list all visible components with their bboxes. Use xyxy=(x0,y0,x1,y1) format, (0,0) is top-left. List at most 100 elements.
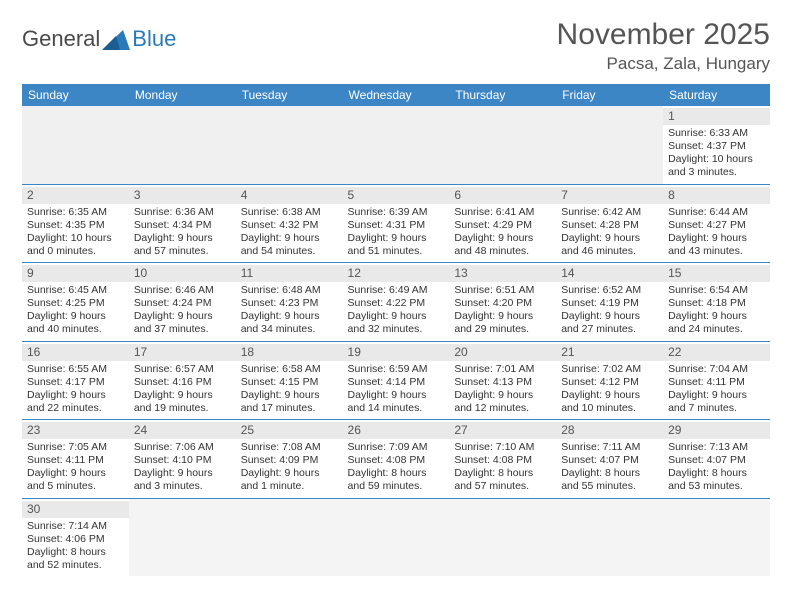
calendar-day-cell xyxy=(449,498,556,576)
day-details: Sunrise: 6:52 AMSunset: 4:19 PMDaylight:… xyxy=(561,284,658,337)
daylight-text: Daylight: 9 hours xyxy=(134,310,231,323)
day-number: 26 xyxy=(343,422,450,439)
sunrise-text: Sunrise: 6:38 AM xyxy=(241,206,338,219)
sunset-text: Sunset: 4:08 PM xyxy=(348,454,445,467)
calendar-day-cell: 23Sunrise: 7:05 AMSunset: 4:11 PMDayligh… xyxy=(22,420,129,499)
page-title: November 2025 xyxy=(557,18,770,52)
sunrise-text: Sunrise: 7:06 AM xyxy=(134,441,231,454)
day-details: Sunrise: 6:41 AMSunset: 4:29 PMDaylight:… xyxy=(454,206,551,259)
daylight-text: Daylight: 9 hours xyxy=(454,232,551,245)
sunset-text: Sunset: 4:07 PM xyxy=(561,454,658,467)
day-number: 29 xyxy=(663,422,770,439)
day-number: 7 xyxy=(556,187,663,204)
sunrise-text: Sunrise: 6:41 AM xyxy=(454,206,551,219)
daylight-text: and 54 minutes. xyxy=(241,245,338,258)
day-details: Sunrise: 7:02 AMSunset: 4:12 PMDaylight:… xyxy=(561,363,658,416)
day-number: 21 xyxy=(556,344,663,361)
day-details: Sunrise: 6:36 AMSunset: 4:34 PMDaylight:… xyxy=(134,206,231,259)
sunset-text: Sunset: 4:09 PM xyxy=(241,454,338,467)
sunrise-text: Sunrise: 7:04 AM xyxy=(668,363,765,376)
calendar-day-cell: 3Sunrise: 6:36 AMSunset: 4:34 PMDaylight… xyxy=(129,184,236,263)
sunset-text: Sunset: 4:14 PM xyxy=(348,376,445,389)
day-number: 6 xyxy=(449,187,556,204)
day-details: Sunrise: 6:35 AMSunset: 4:35 PMDaylight:… xyxy=(27,206,124,259)
location-text: Pacsa, Zala, Hungary xyxy=(557,54,770,74)
title-block: November 2025 Pacsa, Zala, Hungary xyxy=(557,18,770,74)
day-number: 10 xyxy=(129,265,236,282)
calendar-day-cell xyxy=(343,498,450,576)
calendar-day-cell: 25Sunrise: 7:08 AMSunset: 4:09 PMDayligh… xyxy=(236,420,343,499)
daylight-text: and 0 minutes. xyxy=(27,245,124,258)
sunset-text: Sunset: 4:08 PM xyxy=(454,454,551,467)
day-details: Sunrise: 6:59 AMSunset: 4:14 PMDaylight:… xyxy=(348,363,445,416)
daylight-text: Daylight: 9 hours xyxy=(668,232,765,245)
weekday-header: Saturday xyxy=(663,84,770,106)
sunset-text: Sunset: 4:13 PM xyxy=(454,376,551,389)
calendar-day-cell: 26Sunrise: 7:09 AMSunset: 4:08 PMDayligh… xyxy=(343,420,450,499)
sunrise-text: Sunrise: 6:45 AM xyxy=(27,284,124,297)
daylight-text: and 51 minutes. xyxy=(348,245,445,258)
daylight-text: and 3 minutes. xyxy=(668,166,765,179)
daylight-text: and 57 minutes. xyxy=(134,245,231,258)
sunset-text: Sunset: 4:27 PM xyxy=(668,219,765,232)
calendar-day-cell: 6 Sunrise: 6:41 AMSunset: 4:29 PMDaylight… xyxy=(449,184,556,263)
sunrise-text: Sunrise: 6:59 AM xyxy=(348,363,445,376)
daylight-text: and 24 minutes. xyxy=(668,323,765,336)
day-details: Sunrise: 6:51 AMSunset: 4:20 PMDaylight:… xyxy=(454,284,551,337)
sunrise-text: Sunrise: 6:55 AM xyxy=(27,363,124,376)
daylight-text: Daylight: 9 hours xyxy=(241,310,338,323)
daylight-text: Daylight: 8 hours xyxy=(668,467,765,480)
sunset-text: Sunset: 4:11 PM xyxy=(668,376,765,389)
weekday-header: Sunday xyxy=(22,84,129,106)
daylight-text: Daylight: 8 hours xyxy=(561,467,658,480)
day-details: Sunrise: 7:11 AMSunset: 4:07 PMDaylight:… xyxy=(561,441,658,494)
calendar-day-cell: 14Sunrise: 6:52 AMSunset: 4:19 PMDayligh… xyxy=(556,263,663,342)
daylight-text: and 40 minutes. xyxy=(27,323,124,336)
daylight-text: Daylight: 9 hours xyxy=(561,389,658,402)
daylight-text: and 53 minutes. xyxy=(668,480,765,493)
daylight-text: Daylight: 10 hours xyxy=(27,232,124,245)
day-number: 20 xyxy=(449,344,556,361)
day-number: 12 xyxy=(343,265,450,282)
calendar-week-row: 23Sunrise: 7:05 AMSunset: 4:11 PMDayligh… xyxy=(22,420,770,499)
day-number: 22 xyxy=(663,344,770,361)
day-number: 30 xyxy=(22,501,129,518)
sunset-text: Sunset: 4:34 PM xyxy=(134,219,231,232)
sunrise-text: Sunrise: 7:10 AM xyxy=(454,441,551,454)
sunrise-text: Sunrise: 7:11 AM xyxy=(561,441,658,454)
logo-text-2: Blue xyxy=(132,26,176,52)
daylight-text: Daylight: 9 hours xyxy=(241,232,338,245)
sunrise-text: Sunrise: 7:14 AM xyxy=(27,520,124,533)
daylight-text: and 59 minutes. xyxy=(348,480,445,493)
daylight-text: Daylight: 8 hours xyxy=(454,467,551,480)
day-details: Sunrise: 6:54 AMSunset: 4:18 PMDaylight:… xyxy=(668,284,765,337)
weekday-header: Thursday xyxy=(449,84,556,106)
daylight-text: and 57 minutes. xyxy=(454,480,551,493)
calendar-day-cell: 17Sunrise: 6:57 AMSunset: 4:16 PMDayligh… xyxy=(129,341,236,420)
weekday-header: Wednesday xyxy=(343,84,450,106)
sunrise-text: Sunrise: 6:54 AM xyxy=(668,284,765,297)
daylight-text: Daylight: 9 hours xyxy=(27,467,124,480)
calendar-day-cell: 12 Sunrise: 6:49 AMSunset: 4:22 PMDayligh… xyxy=(343,263,450,342)
calendar-day-cell: 28Sunrise: 7:11 AMSunset: 4:07 PMDayligh… xyxy=(556,420,663,499)
daylight-text: and 1 minute. xyxy=(241,480,338,493)
day-details: Sunrise: 6:45 AMSunset: 4:25 PMDaylight:… xyxy=(27,284,124,337)
calendar-day-cell: 30Sunrise: 7:14 AMSunset: 4:06 PMDayligh… xyxy=(22,498,129,576)
daylight-text: Daylight: 9 hours xyxy=(454,310,551,323)
day-details: Sunrise: 6:42 AMSunset: 4:28 PMDaylight:… xyxy=(561,206,658,259)
calendar-day-cell: 13Sunrise: 6:51 AMSunset: 4:20 PMDayligh… xyxy=(449,263,556,342)
day-details: Sunrise: 7:13 AMSunset: 4:07 PMDaylight:… xyxy=(668,441,765,494)
day-details: Sunrise: 6:49 AMSunset: 4:22 PMDaylight:… xyxy=(348,284,445,337)
calendar-day-cell: 10Sunrise: 6:46 AMSunset: 4:24 PMDayligh… xyxy=(129,263,236,342)
day-number: 18 xyxy=(236,344,343,361)
day-details: Sunrise: 6:33 AMSunset: 4:37 PMDaylight:… xyxy=(668,127,765,180)
calendar-day-cell xyxy=(663,498,770,576)
sunset-text: Sunset: 4:29 PM xyxy=(454,219,551,232)
day-number: 8 xyxy=(663,187,770,204)
sunset-text: Sunset: 4:25 PM xyxy=(27,297,124,310)
daylight-text: Daylight: 9 hours xyxy=(134,389,231,402)
calendar-day-cell: 4Sunrise: 6:38 AMSunset: 4:32 PMDaylight… xyxy=(236,184,343,263)
daylight-text: and 17 minutes. xyxy=(241,402,338,415)
sunrise-text: Sunrise: 7:08 AM xyxy=(241,441,338,454)
day-details: Sunrise: 6:58 AMSunset: 4:15 PMDaylight:… xyxy=(241,363,338,416)
